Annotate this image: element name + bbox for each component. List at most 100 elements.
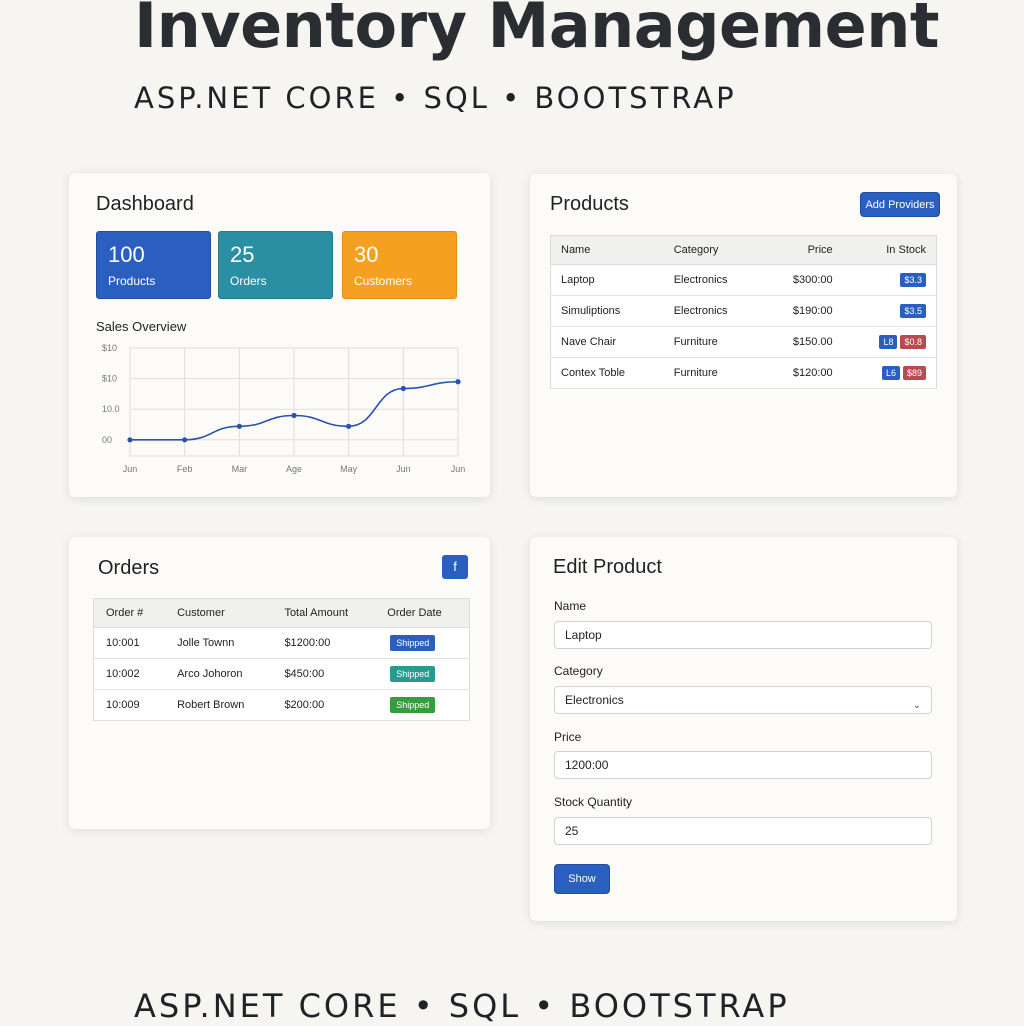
category-value: Electronics [565,693,624,707]
order-date: Shipped [377,627,470,659]
status-badge: Shipped [390,697,436,713]
data-point [400,385,406,392]
product-name: Contex Toble [550,357,664,389]
stat-orders-label: Orders [230,274,267,288]
stat-products-label: Products [108,274,156,288]
stat-orders-value: 25 [230,242,255,267]
stat-customers-label: Customers [354,274,413,288]
col-name[interactable]: Name [550,235,664,265]
category-select[interactable]: Electronics ⌄ [554,686,932,714]
order-date: Shipped [377,658,470,690]
data-point [291,412,297,419]
x-tick-label: May [340,464,358,474]
chevron-down-icon: ⌄ [912,700,921,711]
data-point [455,379,461,385]
table-row[interactable]: 10:009 Robert Brown $200:00 Shipped [93,689,470,721]
name-label: Name [554,599,587,613]
col-in-stock[interactable]: In Stock [842,235,937,265]
products-table: Name Category Price In Stock Laptop Elec… [550,235,937,389]
name-field[interactable] [554,621,932,649]
products-title: Products [550,193,629,215]
y-tick-label: 10.0 [102,404,120,414]
stat-products-value: 100 [108,242,145,267]
price-label: Price [554,730,582,744]
orders-table: Order # Customer Total Amount Order Date… [93,598,470,721]
order-amount: $1200:00 [274,627,378,659]
stock-badge: $89 [902,366,926,380]
stat-customers[interactable]: 30 Customers [342,231,457,299]
stock-badge: L8 [879,335,898,349]
x-tick-label: Jun [451,464,466,474]
product-category: Furniture [663,326,763,358]
product-price: $150.00 [762,326,843,358]
col-price[interactable]: Price [762,235,843,265]
sales-chart: $10 $10 10.0 00 Jun Feb Mar Age May Jun Jun [102,343,466,474]
order-id: 10:001 [93,627,168,659]
order-amount: $200:00 [274,689,378,721]
y-tick-label: $10 [102,374,117,384]
edit-product-card [530,537,957,921]
product-name: Simuliptions [550,295,664,327]
sales-overview-title: Sales Overview [96,319,187,334]
order-customer: Arco Johoron [167,658,275,690]
product-stock: L6 $89 [842,357,937,389]
col-order-date[interactable]: Order Date [377,598,470,628]
product-stock: $3.5 [842,295,937,327]
x-tick-label: Feb [177,464,193,474]
add-providers-button[interactable]: Add Providers [860,192,940,217]
col-total-amount[interactable]: Total Amount [274,598,378,628]
data-point [182,437,188,443]
products-header-row: Name Category Price In Stock [550,235,937,265]
x-tick-label: Jun [123,464,138,474]
col-category[interactable]: Category [663,235,763,265]
footer-tech-stack: ASP.NET CORE • SQL • BOOTSTRAP [134,987,790,1025]
stock-badge: $0.8 [900,335,926,349]
page-title: Inventory Management [134,0,940,62]
status-badge: Shipped [390,666,436,682]
order-id: 10:009 [93,689,168,721]
stat-orders[interactable]: 25 Orders [218,231,333,299]
col-order-number[interactable]: Order # [93,598,168,628]
order-customer: Jolle Townn [167,627,275,659]
order-customer: Robert Brown [167,689,275,721]
facebook-icon-glyph: f [453,559,457,574]
orders-title: Orders [98,557,160,579]
category-label: Category [554,664,603,678]
order-date: Shipped [377,689,470,721]
product-name: Laptop [550,264,664,296]
stat-customers-value: 30 [354,242,379,267]
product-price: $300:00 [762,264,843,296]
table-row[interactable]: 10:001 Jolle Townn $1200:00 Shipped [93,627,470,659]
col-customer[interactable]: Customer [167,598,275,628]
product-category: Electronics [663,264,763,296]
dashboard-title: Dashboard [96,193,194,215]
stock-quantity-field[interactable] [554,817,932,845]
product-price: $190:00 [762,295,843,327]
y-tick-label: $10 [102,343,117,353]
show-button[interactable]: Show [554,864,610,894]
product-category: Electronics [663,295,763,327]
product-name: Nave Chair [550,326,664,358]
table-row[interactable]: Nave Chair Furniture $150.00 L8 $0.8 [550,326,937,358]
x-tick-label: Mar [232,464,248,474]
edit-product-title: Edit Product [553,556,662,578]
facebook-icon[interactable]: f [442,555,468,579]
page-subtitle: ASP.NET CORE • SQL • BOOTSTRAP [134,81,737,115]
y-tick-label: 00 [102,435,112,445]
price-field[interactable] [554,751,932,779]
order-amount: $450:00 [274,658,378,690]
stock-badge: $3.5 [900,304,926,318]
table-row[interactable]: Contex Toble Furniture $120:00 L6 $89 [550,357,937,389]
data-point [346,423,352,429]
stat-products[interactable]: 100 Products [96,231,211,299]
stock-badge: $3.3 [900,273,926,287]
table-row[interactable]: Simuliptions Electronics $190:00 $3.5 [550,295,937,327]
stock-quantity-label: Stock Quantity [554,795,633,809]
table-row[interactable]: 10:002 Arco Johoron $450:00 Shipped [93,658,470,690]
product-category: Furniture [663,357,763,389]
product-stock: $3.3 [842,264,937,296]
product-stock: L8 $0.8 [842,326,937,358]
data-point [236,423,242,429]
table-row[interactable]: Laptop Electronics $300:00 $3.3 [550,264,937,296]
orders-header-row: Order # Customer Total Amount Order Date [93,598,470,628]
